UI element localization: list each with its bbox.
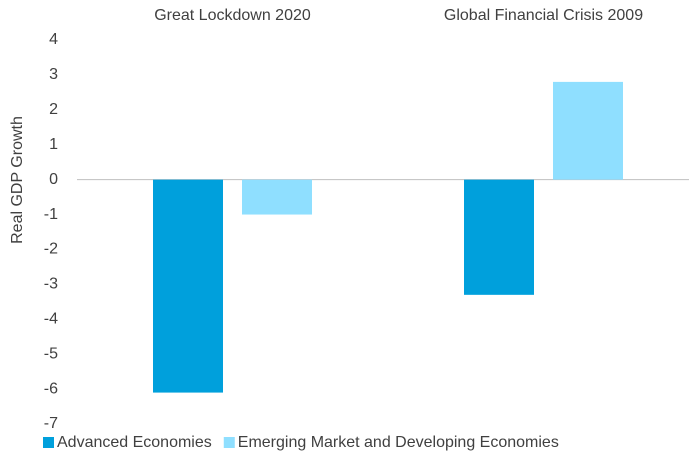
category-label: Global Financial Crisis 2009 [444,7,643,24]
bar [242,179,312,215]
y-tick-label: 4 [49,31,58,48]
y-tick-label: 0 [49,171,58,188]
y-tick-label: -3 [44,276,58,293]
y-tick-label: -1 [44,206,58,223]
y-axis-label: Real GDP Growth [9,116,26,244]
y-tick-label: -5 [44,345,58,362]
legend-swatch [223,437,235,448]
category-label: Great Lockdown 2020 [154,7,311,24]
legend-swatch [43,437,54,448]
y-tick-label: 3 [49,66,58,83]
legend-label: Advanced Economies [57,434,212,451]
y-tick-label: -4 [44,310,58,327]
bar [153,179,223,393]
y-tick-label: 2 [49,101,58,118]
y-tick-label: 1 [49,136,58,153]
y-tick-label: -7 [44,415,58,432]
y-tick-label: -6 [44,380,58,397]
bar [553,81,623,180]
legend-label: Emerging Market and Developing Economies [238,434,559,451]
bar [464,179,534,295]
y-tick-label: -2 [44,241,58,258]
